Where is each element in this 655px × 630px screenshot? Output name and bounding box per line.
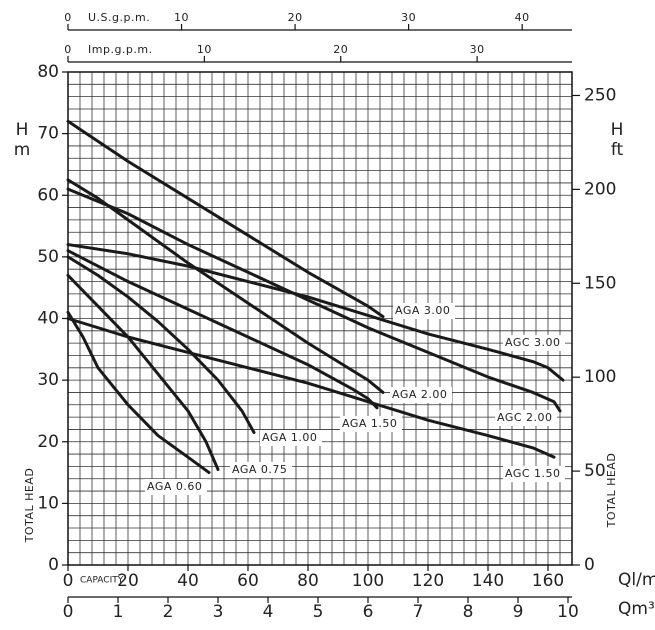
y-tick-label: 0 [48,555,59,575]
y-tick-label: 10 [37,493,59,513]
curve-label-bg [390,387,452,403]
curve-label: AGA 0.75 [232,463,287,476]
secondary-tick-label: 4 [263,602,274,622]
y2-axis-label: H [611,120,624,140]
curve [66,273,220,471]
curve-label-bg [145,479,207,495]
curve-label: AGA 1.00 [262,431,317,444]
curve [66,119,385,319]
y-side-label: TOTAL HEAD [23,468,36,544]
secondary-tick-label: 3 [213,602,224,622]
y-tick-label: 60 [37,185,59,205]
secondary-tick-label: 40 [515,11,530,24]
curve [66,187,562,413]
x-tick-label: 140 [472,571,504,591]
secondary-tick-label: 0 [63,602,74,622]
y-axis-label: H [16,120,29,140]
secondary-tick-label: 10 [557,602,579,622]
y-tick-label: 30 [37,370,59,390]
y2-tick-label: 150 [584,273,616,293]
x-tick-label: 120 [412,571,444,591]
y-tick-label: 40 [37,309,59,329]
secondary-tick-label: 7 [413,602,424,622]
curve-label: AGC 2.00 [497,411,553,424]
secondary-tick-label: 5 [313,602,324,622]
y-tick-label: 70 [37,124,59,144]
y2-tick-label: 100 [584,367,616,387]
x-tick-label: 40 [177,571,199,591]
secondary-tick-label: 2 [163,602,174,622]
curve [66,255,256,435]
secondary-tick-label: 0 [64,43,72,56]
curve-label-bg [393,303,455,319]
curve-label-bg [260,430,322,446]
y-axis-unit: m [14,140,31,160]
x-axis-label: Ql/min [618,570,655,590]
secondary-tick-label: 20 [333,43,348,56]
y2-tick-label: 50 [584,461,606,481]
secondary-axis-label: U.S.g.p.m. [88,11,150,24]
y-tick-label: 80 [37,62,59,82]
curve-label: AGA 1.50 [342,417,397,430]
curve-label-bg [503,466,565,482]
secondary-axis-label: Imp.g.p.m. [88,43,153,56]
y2-side-label: TOTAL HEAD [605,453,618,529]
curve-label-bg [340,416,402,432]
curve [66,249,379,410]
curve-label: AGC 3.00 [505,336,561,349]
secondary-tick-label: 30 [470,43,485,56]
y2-tick-label: 200 [584,179,616,199]
secondary-tick-label: 20 [288,11,303,24]
y2-tick-label: 250 [584,85,616,105]
curve-label: AGA 0.60 [147,480,202,493]
secondary-axis-label: Qm³/h [618,599,655,619]
secondary-tick-label: 1 [113,602,124,622]
curve-label-bg [495,410,557,426]
y-tick-label: 50 [37,247,59,267]
secondary-tick-label: 0 [64,11,72,24]
y2-axis-unit: ft [611,140,624,160]
x-tick-label: 60 [237,571,259,591]
x-tick-label: 100 [352,571,384,591]
secondary-tick-label: 8 [463,602,474,622]
y-tick-label: 20 [37,432,59,452]
secondary-tick-label: 6 [363,602,374,622]
curve-label: AGA 3.00 [395,304,450,317]
x-tick-label: 160 [532,571,564,591]
x-tick-label: 0 [63,571,74,591]
secondary-tick-label: 9 [513,602,524,622]
curve-label: AGA 2.00 [392,388,447,401]
secondary-tick-label: 10 [174,11,189,24]
x-tick-label: 20 [117,571,139,591]
secondary-tick-label: 10 [197,43,212,56]
y2-tick-label: 0 [584,555,595,575]
curve-label-bg [230,462,292,478]
secondary-tick-label: 30 [401,11,416,24]
curve-label-bg [503,335,565,351]
curve-label: AGC 1.50 [505,467,561,480]
curve [66,310,211,475]
x-tick-label: 80 [297,571,319,591]
curve [66,243,565,382]
x-axis-note: CAPACITY [80,576,124,586]
curve [66,317,556,459]
